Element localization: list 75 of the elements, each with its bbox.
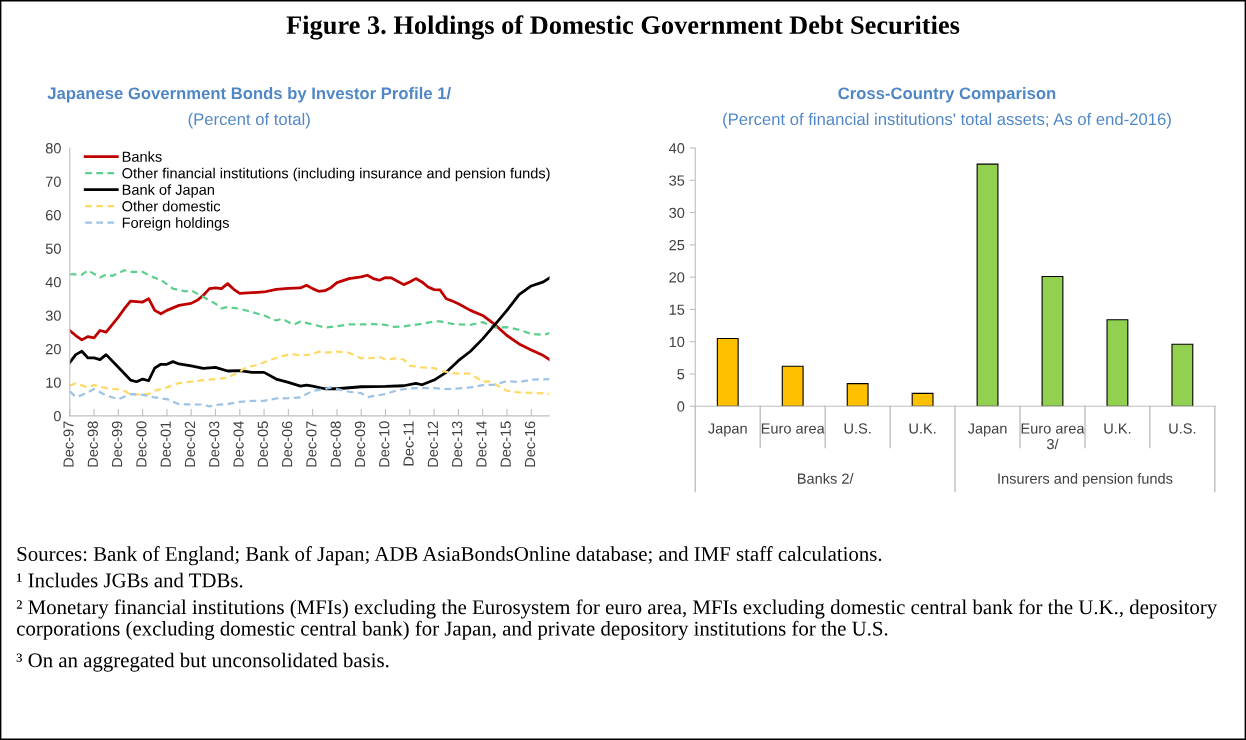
x-tick-label: Dec-10 — [379, 421, 390, 467]
x-tick-label: U.S. — [844, 423, 871, 434]
bar — [976, 163, 999, 407]
line-series — [69, 350, 550, 396]
text: ² Monetary financial institutions (MFIs) excluding the Eurosystem for euro area, MFIs excluding domestic central bank for the U.K., depository corporations (excluding domestic central bank) for Japan, and private depository institutions for the U.S. — [16, 599, 1218, 640]
y-tick-label: 30 — [669, 207, 685, 218]
bar — [911, 392, 934, 407]
line-series — [69, 273, 550, 362]
x-tick-label: Dec-09 — [354, 421, 366, 467]
y-tick-label: 70 — [45, 176, 61, 187]
x-tick-label: Dec-99 — [111, 421, 123, 467]
x-tick-label: Dec-00 — [136, 421, 147, 467]
x-tick-label: Dec-12 — [427, 421, 439, 467]
x-tick-label: Dec-06 — [281, 421, 293, 467]
x-tick-label: Dec-01 — [160, 421, 171, 467]
x-tick-label: Dec-15 — [500, 421, 511, 467]
bar — [1171, 343, 1194, 407]
text: ³ On an aggregated but unconsolidated basis. — [16, 652, 389, 672]
x-tick-label: Dec-07 — [306, 421, 317, 467]
y-tick-label: 40 — [668, 143, 685, 154]
x-tick-label: Dec-97 — [63, 421, 74, 467]
x-tick-label: U.K. — [1104, 423, 1131, 434]
x-tick-label: Dec-13 — [451, 421, 463, 467]
x-tick-label: Dec-02 — [184, 421, 196, 467]
source-note: Sources: Bank of England; Bank of Japan; ADB AsiaBondsOnline database; and IMF staff calculations. — [17, 546, 882, 566]
legend-label: Banks — [122, 151, 162, 162]
y-tick-label: 25 — [669, 239, 685, 251]
x-tick-label: Dec-14 — [476, 421, 487, 467]
x-tick-label: Dec-04 — [233, 421, 244, 467]
line-series — [69, 269, 550, 336]
y-tick-label: 15 — [669, 304, 685, 315]
x-tick-label: Dec-11 — [403, 421, 414, 466]
y-tick-label: 20 — [669, 272, 685, 283]
y-tick-label: 80 — [45, 143, 61, 154]
y-tick-label: 35 — [669, 175, 685, 186]
line-series — [69, 276, 550, 391]
x-tick-label: U.K. — [909, 423, 936, 434]
y-tick-label: 0 — [677, 401, 685, 412]
x-tick-label: Dec-98 — [87, 421, 98, 467]
x-tick-label: Euro area 3/ — [1021, 423, 1085, 450]
y-tick-label: 50 — [45, 243, 61, 254]
x-tick-label: Dec-16 — [524, 421, 536, 467]
y-tick-label: 10 — [46, 377, 61, 388]
x-tick-label: Dec-03 — [209, 421, 220, 467]
y-tick-label: 60 — [45, 210, 61, 221]
text: Banks 2/ — [797, 473, 854, 484]
x-tick-label: U.S. — [1169, 423, 1196, 434]
legend-label: Bank of Japan — [122, 184, 214, 198]
y-tick-label: 5 — [677, 369, 685, 380]
legend-label: Foreign holdings — [122, 217, 229, 231]
x-tick-label: Dec-08 — [330, 421, 341, 467]
line-series — [69, 377, 550, 408]
bar — [1106, 319, 1129, 407]
bar — [781, 365, 804, 407]
chart-title: Japanese Government Bonds by Investor Profile 1/ — [47, 86, 451, 103]
text: ¹ Includes JGBs and TDBs. — [16, 572, 243, 588]
bar — [1041, 275, 1064, 407]
text: Insurers and pension funds — [998, 473, 1173, 487]
x-tick-label: Japan — [708, 423, 747, 437]
x-tick-label: Japan — [967, 423, 1007, 437]
x-tick-label: Euro area — [761, 423, 825, 434]
legend-label: Other domestic — [122, 200, 221, 212]
bar — [716, 337, 739, 407]
y-tick-label: 0 — [53, 410, 61, 422]
bar — [846, 383, 869, 407]
text: Figure 3. Holdings of Domestic Government Debt Securities — [286, 15, 960, 40]
legend-label: Other financial institutions (including insurance and pension funds) — [122, 167, 550, 182]
y-tick-label: 30 — [45, 310, 61, 321]
chart-subtitle: (Percent of total) — [188, 112, 310, 129]
y-tick-label: 40 — [45, 277, 61, 288]
chart-title: Cross-Country Comparison — [838, 86, 1056, 103]
chart-subtitle: (Percent of financial institutions' total assets; As of end-2016) — [723, 112, 1171, 129]
x-tick-label: Dec-05 — [257, 421, 268, 467]
y-tick-label: 10 — [669, 336, 685, 348]
y-tick-label: 20 — [45, 344, 61, 355]
